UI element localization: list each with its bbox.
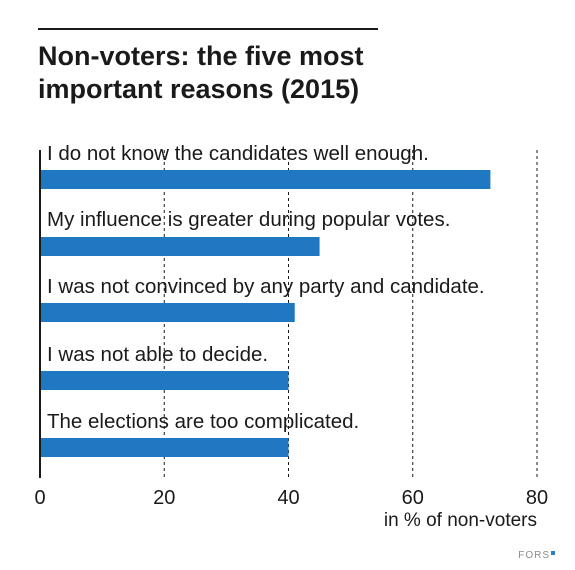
bar-3 (40, 303, 295, 322)
x-tick-label-80: 80 (526, 487, 548, 509)
fors-logo-text: FORS (518, 550, 550, 561)
category-label-3: I was not convinced by any party and can… (47, 275, 485, 298)
x-tick-label-60: 60 (402, 487, 424, 509)
category-labels: I do not know the candidates well enough… (47, 142, 485, 433)
bar-2 (40, 237, 320, 256)
chart-title-line-1: Non-voters: the five most (38, 41, 364, 71)
bar-1 (40, 170, 491, 189)
x-tick-label-0: 0 (34, 487, 45, 509)
category-label-4: I was not able to decide. (47, 343, 268, 366)
chart-title: Non-voters: the five most important reas… (38, 40, 538, 106)
chart-title-line-2: important reasons (2015) (38, 74, 360, 104)
category-label-1: I do not know the candidates well enough… (47, 142, 429, 165)
x-tick-label-40: 40 (277, 487, 299, 509)
x-tick-label-20: 20 (153, 487, 175, 509)
bar-5 (40, 438, 289, 457)
category-label-2: My influence is greater during popular v… (47, 208, 450, 231)
x-axis-label: in % of non-voters (383, 510, 537, 531)
logo-dot-icon (551, 551, 555, 555)
bars (40, 170, 491, 457)
title-rule (38, 28, 378, 30)
fors-logo: FORS (0, 550, 555, 561)
category-label-5: The elections are too complicated. (47, 410, 359, 433)
bar-4 (40, 371, 289, 390)
x-axis-ticks: 0 20 40 60 80 (34, 487, 548, 509)
